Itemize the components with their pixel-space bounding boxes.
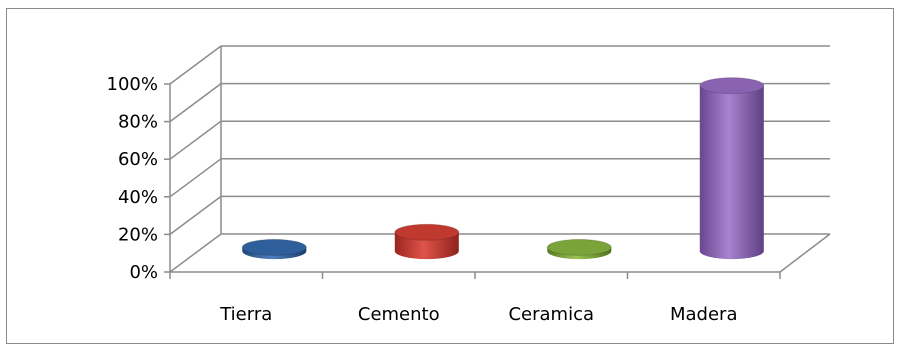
bar-cemento [394,223,460,260]
x-tick-label: Cemento [358,304,440,325]
y-tick-label: 20% [118,224,158,245]
x-tick-label: Tierra [219,304,272,325]
y-tick-label: 60% [118,149,158,170]
x-tick-label: Ceramica [508,304,594,325]
bar-ceramica [546,238,612,260]
bar-tierra [241,238,307,260]
bar-madera [699,77,765,260]
x-axis-labels: Tierra Cemento Ceramica Madera [219,304,737,325]
y-tick-label: 0% [129,262,158,283]
y-axis-ticks: 0% 20% 40% 60% 80% 100% [107,74,158,283]
x-tick-label: Madera [670,304,738,325]
y-tick-label: 80% [118,112,158,133]
y-tick-label: 40% [118,187,158,208]
y-tick-label: 100% [107,74,158,95]
bars [241,77,765,260]
